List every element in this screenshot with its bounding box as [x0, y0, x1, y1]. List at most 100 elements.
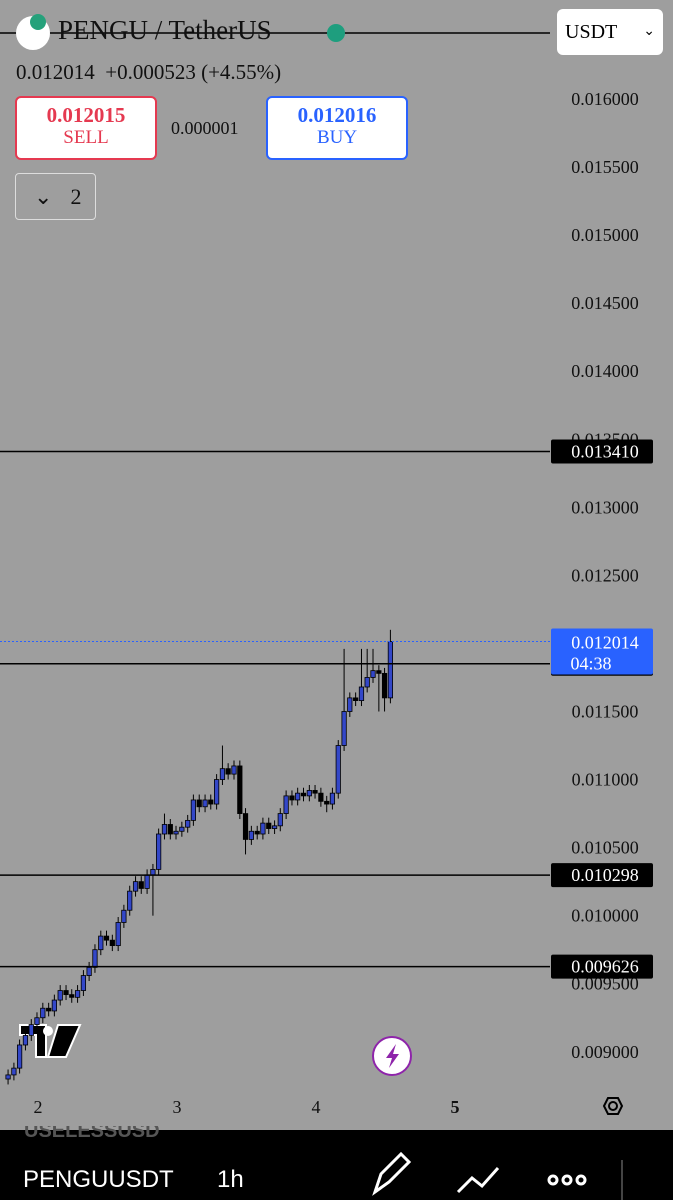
price-label: 0.013410: [571, 442, 639, 462]
indicators-count: 2: [70, 184, 82, 209]
x-tick-label: 3: [172, 1097, 181, 1117]
y-tick-label: 0.009500: [571, 974, 639, 994]
sell-label: SELL: [63, 127, 109, 148]
candle-body: [69, 994, 75, 998]
candle-body: [271, 825, 278, 829]
buy-label: BUY: [316, 127, 358, 148]
y-tick-label: 0.015500: [571, 157, 639, 177]
y-tick-label: 0.011000: [572, 770, 639, 790]
candle-body: [277, 813, 283, 827]
candle-body: [335, 745, 341, 794]
candle-body: [208, 799, 214, 805]
price-line: 0.012014 +0.000523 (+4.55%): [16, 60, 281, 85]
candle-body: [353, 697, 359, 702]
price-label: 0.009626: [571, 957, 639, 977]
trend-icon[interactable]: [456, 1167, 500, 1194]
price-label-bg: [551, 439, 653, 464]
price-label: 0.010298: [571, 865, 639, 885]
y-tick-label: 0.016000: [571, 89, 639, 109]
change: +0.000523: [105, 60, 196, 84]
candle-body: [74, 990, 81, 998]
currency: USDT: [565, 21, 618, 43]
candle-body: [329, 792, 336, 805]
candle-body: [86, 966, 92, 976]
candle-body: [179, 826, 185, 832]
bar-symbol[interactable]: PENGUUSDT: [23, 1166, 174, 1193]
symbol-icon: [16, 14, 50, 50]
y-tick-label: 0.013000: [571, 497, 639, 517]
hidden-symbol-text: USELESSUSD: [24, 1126, 160, 1142]
candle-body: [324, 800, 330, 805]
y-tick-label: 0.010000: [571, 906, 639, 926]
candle-body: [185, 819, 191, 828]
candle-body: [254, 830, 260, 835]
sell-price: 0.012015: [46, 103, 126, 127]
candle-body: [167, 824, 173, 835]
indicators-toggle[interactable]: ⌄ 2: [15, 173, 96, 220]
last-price-label-bg: [551, 628, 653, 675]
candle-body: [295, 792, 301, 801]
candle-body: [283, 795, 289, 814]
x-tick-label: 5: [451, 1097, 460, 1117]
sell-button[interactable]: 0.012015 SELL: [15, 96, 157, 160]
candle-body: [80, 975, 87, 991]
candle-body: [121, 909, 127, 923]
lightning-button[interactable]: [372, 1036, 412, 1076]
hidden-symbol: USELESSUSD: [24, 1126, 160, 1142]
draw-icon[interactable]: [372, 1151, 412, 1196]
chart: 0.016000 0.015500 0.015000 0.014500 0.014000…: [0, 32, 653, 1117]
more-icon[interactable]: [547, 1174, 587, 1186]
candle-body: [144, 874, 150, 889]
candle-body: [214, 779, 220, 805]
buy-button[interactable]: 0.012016 BUY: [266, 96, 408, 160]
candle-body: [28, 1024, 34, 1036]
candle-body: [376, 670, 382, 674]
candle-body: [138, 881, 144, 889]
candle-body: [347, 697, 353, 712]
candle-body: [370, 670, 376, 678]
candle-body: [190, 799, 196, 821]
x-tick-label: 4: [312, 1097, 321, 1117]
candle-body: [231, 765, 237, 775]
bottom-bar: USELESSUSD PENGUUSDT 1h: [0, 1126, 673, 1200]
bar-interval[interactable]: 1h: [217, 1166, 244, 1193]
candle-body: [387, 641, 393, 699]
y-tick-label: 0.011500: [572, 701, 639, 721]
y-tick-label: 0.009000: [571, 1042, 639, 1062]
settings-icon[interactable]: [602, 1097, 624, 1115]
currency-select[interactable]: USDT ⌄: [557, 9, 663, 55]
price-label-bg: [551, 863, 653, 888]
candle-body: [306, 790, 312, 797]
candle-body: [196, 799, 202, 808]
y-tick-label: 0.010500: [571, 838, 639, 858]
candle-body: [242, 813, 249, 840]
candle-body: [248, 830, 254, 840]
candle-body: [132, 881, 139, 892]
countdown: 04:38: [570, 654, 611, 674]
candle-body: [17, 1044, 23, 1069]
candle-body: [103, 935, 110, 941]
y-tick-label: 0.012500: [571, 565, 639, 585]
candle-body: [358, 686, 365, 702]
candle-body: [364, 677, 370, 688]
candle-body: [115, 922, 121, 947]
y-tick-label: 0.014000: [571, 361, 639, 381]
symbol-title: PENGU / TetherUS: [58, 15, 272, 45]
candle-body: [51, 999, 57, 1012]
candle-body: [266, 822, 272, 829]
candle-body: [98, 935, 104, 951]
candle-body: [150, 868, 156, 876]
candle-body: [219, 768, 226, 780]
bar-icons: [372, 1151, 623, 1200]
candle-body: [63, 990, 69, 996]
candle-body: [202, 799, 208, 808]
last-price-label: 0.012014: [571, 633, 639, 653]
y-tick-label: 0.015000: [571, 225, 639, 245]
candle-body: [225, 768, 231, 775]
tv-logo: [19, 1024, 82, 1058]
candle-body: [40, 1007, 46, 1019]
market-status: [327, 24, 345, 42]
candle-body: [46, 1007, 52, 1012]
candle-body: [156, 833, 162, 870]
